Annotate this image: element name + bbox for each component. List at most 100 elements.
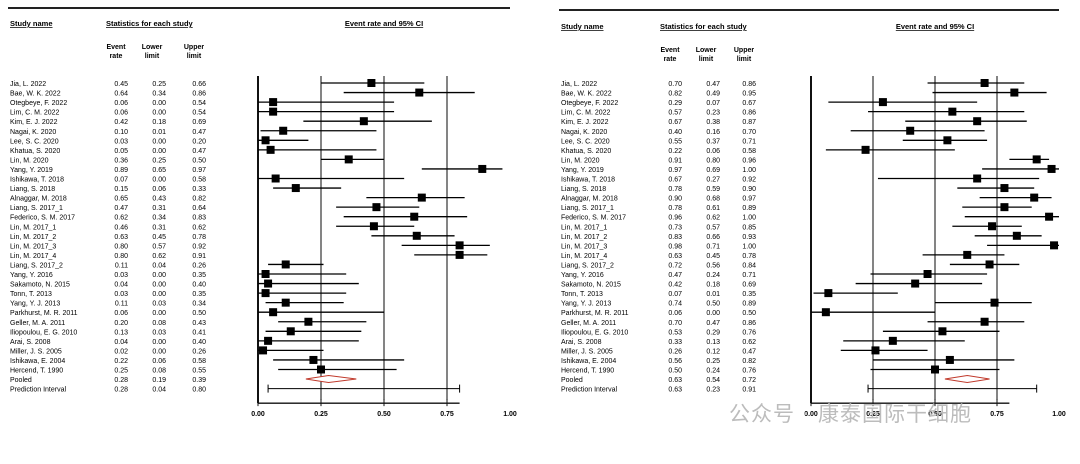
study-name: Yang, Y. 2019 — [10, 167, 53, 174]
study-row: Ishikawa, T. 2018 0.07 0.00 0.58 — [10, 174, 405, 184]
study-name: Hercend, T. 1990 — [561, 368, 614, 375]
study-name: Yang, Y. J. 2013 — [561, 301, 611, 308]
lower-limit-value: 0.34 — [152, 215, 166, 222]
study-row: Alnaggar, M. 2018 0.90 0.68 0.97 — [561, 193, 1052, 203]
lower-limit-value: 0.71 — [706, 243, 720, 250]
upper-limit-value: 0.47 — [192, 148, 206, 155]
study-row: Arai, S. 2008 0.04 0.00 0.40 — [10, 336, 359, 346]
study-row: Lin, M. 2017_2 0.63 0.45 0.78 — [10, 231, 455, 241]
event-rate-value: 0.83 — [668, 234, 682, 241]
upper-limit-value: 1.00 — [742, 243, 756, 250]
event-rate-value: 0.25 — [114, 368, 128, 375]
study-row: Liang, S. 2017_1 0.78 0.61 0.89 — [561, 203, 1032, 212]
event-rate-value: 0.78 — [668, 186, 682, 193]
upper-limit-value: 0.67 — [742, 100, 756, 107]
study-row: Tonn, T. 2013 0.07 0.01 0.35 — [561, 289, 898, 298]
study-row: Lin, M. 2020 0.36 0.25 0.50 — [10, 155, 384, 164]
study-name: Yang, Y. 2016 — [10, 272, 53, 279]
study-name: Otegbeye, F. 2022 — [10, 100, 67, 107]
x-tick-label: 0.00 — [251, 411, 265, 418]
lower-limit-value: 0.56 — [706, 262, 720, 269]
study-name: Parkhurst, M. R. 2011 — [561, 310, 629, 317]
study-row: Kim, E. J. 2022 0.42 0.18 0.69 — [10, 117, 432, 126]
point-estimate-square — [1050, 241, 1059, 250]
study-name: Federico, S. M. 2017 — [10, 215, 75, 222]
study-name: Yang, Y. 2016 — [561, 272, 604, 279]
event-rate-value: 0.07 — [114, 177, 128, 184]
lower-limit-value: 0.24 — [706, 272, 720, 279]
upper-limit-value: 0.43 — [192, 320, 206, 327]
header-lower-limit-line-1: Lower — [142, 44, 163, 51]
upper-limit-value: 0.64 — [192, 205, 206, 212]
upper-limit-value: 0.26 — [192, 348, 206, 355]
header-study-name: Study name — [561, 22, 604, 31]
point-estimate-square — [1000, 203, 1009, 212]
study-row: Parkhurst, M. R. 2011 0.06 0.00 0.50 — [561, 308, 935, 317]
lower-limit-value: 0.08 — [152, 320, 166, 327]
point-estimate-square — [344, 155, 353, 164]
upper-limit-value: 1.00 — [742, 215, 756, 222]
x-tick-label: 0.50 — [928, 411, 942, 418]
point-estimate-square — [455, 250, 464, 259]
lower-limit-value: 0.27 — [706, 177, 720, 184]
study-name: Alnaggar, M. 2018 — [561, 196, 618, 203]
upper-limit-value: 0.95 — [742, 91, 756, 98]
event-rate-value: 0.65 — [114, 196, 128, 203]
study-row: Nagai, K. 2020 0.40 0.16 0.70 — [561, 126, 985, 136]
lower-limit-value: 0.38 — [706, 119, 720, 126]
upper-limit-value: 0.91 — [192, 253, 206, 260]
point-estimate-square — [269, 107, 278, 116]
study-name: Jia, L. 2022 — [561, 81, 597, 88]
event-rate-value: 0.80 — [114, 253, 128, 260]
event-rate-value: 0.28 — [114, 387, 128, 394]
study-row: Yang, Y. 2019 0.89 0.65 0.97 — [10, 164, 503, 174]
study-row: Jia, L. 2022 0.70 0.47 0.86 — [561, 79, 1025, 88]
event-rate-value: 0.45 — [114, 81, 128, 88]
study-name: Federico, S. M. 2017 — [561, 215, 626, 222]
header-event-rate-line-1: Event — [106, 44, 126, 51]
event-rate-value: 0.10 — [114, 129, 128, 136]
point-estimate-square — [279, 126, 288, 135]
forest-panel-2: Study name Statistics for each study Event… — [559, 9, 1066, 418]
upper-limit-value: 0.50 — [742, 310, 756, 317]
event-rate-value: 0.22 — [114, 358, 128, 365]
header-statistics-group: Statistics for each study — [660, 22, 748, 31]
event-rate-value: 0.63 — [668, 377, 682, 384]
event-rate-value: 0.06 — [114, 100, 128, 107]
lower-limit-value: 0.23 — [706, 110, 720, 117]
study-name: Ishikawa, E. 2004 — [10, 358, 65, 365]
watermark-text: 公众号 · 康泰国际干细胞 — [728, 402, 972, 426]
point-estimate-square — [478, 164, 487, 173]
header-lower-limit-line-1: Lower — [696, 47, 717, 54]
upper-limit-value: 0.97 — [192, 167, 206, 174]
lower-limit-value: 0.61 — [706, 205, 720, 212]
study-row: Liang, S. 2017_2 0.72 0.56 0.84 — [561, 260, 1020, 269]
x-tick-label: 0.75 — [990, 411, 1004, 418]
study-name: Nagai, K. 2020 — [561, 129, 607, 136]
lower-limit-value: 0.00 — [152, 110, 166, 117]
study-name: Miller, J. S. 2005 — [561, 348, 613, 355]
point-estimate-square — [911, 279, 920, 288]
lower-limit-value: 0.23 — [706, 387, 720, 394]
study-name: Geller, M. A. 2011 — [10, 320, 65, 327]
upper-limit-value: 0.86 — [192, 91, 206, 98]
point-estimate-square — [309, 355, 318, 364]
study-name: Yang, Y. J. 2013 — [10, 301, 60, 308]
point-estimate-square — [888, 336, 897, 345]
study-row: Liang, S. 2018 0.78 0.59 0.90 — [561, 184, 1035, 193]
study-name: Tonn, T. 2013 — [10, 291, 52, 298]
study-row: Lin, M. 2017_1 0.46 0.31 0.62 — [10, 222, 415, 231]
point-estimate-square — [878, 98, 887, 107]
lower-limit-value: 0.31 — [152, 205, 166, 212]
lower-limit-value: 0.57 — [706, 224, 720, 231]
lower-limit-value: 0.06 — [706, 148, 720, 155]
event-rate-value: 0.97 — [668, 167, 682, 174]
event-rate-value: 0.07 — [668, 291, 682, 298]
event-rate-value: 0.55 — [668, 138, 682, 145]
event-rate-value: 0.47 — [668, 272, 682, 279]
point-estimate-square — [317, 365, 325, 374]
lower-limit-value: 0.00 — [152, 148, 166, 155]
event-rate-value: 0.70 — [668, 320, 682, 327]
point-estimate-square — [367, 79, 376, 87]
study-name: Lin, M. 2017_3 — [10, 243, 56, 250]
